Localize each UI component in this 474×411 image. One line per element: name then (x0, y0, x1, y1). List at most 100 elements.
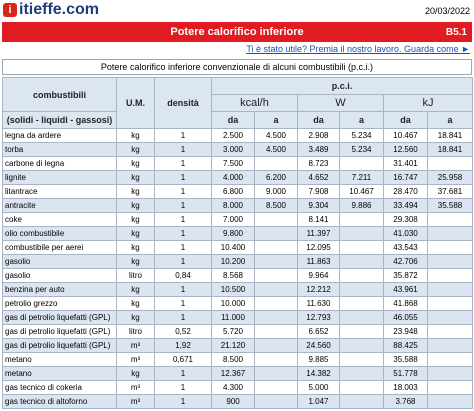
header-cell: a (339, 111, 384, 129)
table-cell: m³ (116, 338, 155, 353)
table-cell: 24.560 (297, 338, 340, 353)
table-cell: 9.800 (211, 226, 255, 241)
header-cell: U.M. (116, 77, 155, 129)
table-cell: legna da ardere (2, 128, 117, 143)
table-cell: 11.000 (211, 310, 255, 325)
table-cell: 9.885 (297, 352, 340, 367)
table-cell: 35.872 (383, 268, 428, 283)
header-cell: W (297, 94, 384, 112)
table-cell: gas tecnico di cokeria (2, 380, 117, 395)
table-cell: 8.500 (254, 198, 298, 213)
table-cell (426, 296, 474, 311)
table-cell: m³ (116, 352, 155, 367)
table-row: legna da ardere kg 1 2.500 4.500 2.908 5.234 10… (2, 128, 474, 143)
table-cell (339, 338, 384, 353)
table-cell (254, 394, 298, 409)
table-cell: kg (116, 240, 155, 255)
table-cell: 6.652 (297, 324, 340, 339)
table: combustibili U.M. densità p.c.i. kcal/h … (2, 77, 474, 409)
table-cell: coke (2, 212, 117, 227)
table-cell: 900 (211, 394, 255, 409)
table-cell: 1 (154, 366, 212, 381)
table-row: benzina per auto kg 1 10.500 12.212 43.961 (2, 282, 474, 297)
table-cell: 1 (154, 212, 212, 227)
table-cell (426, 366, 474, 381)
table-cell: kg (116, 282, 155, 297)
table-cell: 28.470 (383, 184, 428, 199)
table-cell (339, 324, 384, 339)
table-cell: 23.948 (383, 324, 428, 339)
table-cell: 42.706 (383, 254, 428, 269)
table-cell: gasolio (2, 254, 117, 269)
table-cell: 11.397 (297, 226, 340, 241)
table-cell: carbone di legna (2, 156, 117, 171)
table-cell: 6.800 (211, 184, 255, 199)
table-row: litantrace kg 1 6.800 9.000 7.908 10.467 28.470… (2, 184, 474, 199)
table-cell (339, 212, 384, 227)
table-cell: 51.778 (383, 366, 428, 381)
table-cell: kg (116, 226, 155, 241)
table-cell: 10.500 (211, 282, 255, 297)
table-cell: kg (116, 170, 155, 185)
table-cell (426, 352, 474, 367)
table-cell: 10.467 (383, 128, 428, 143)
table-cell: 12.095 (297, 240, 340, 255)
table-cell (339, 156, 384, 171)
table-cell: 1 (154, 310, 212, 325)
table-cell: 1 (154, 198, 212, 213)
table-cell (339, 240, 384, 255)
table-cell: 1 (154, 170, 212, 185)
table-cell: 11.863 (297, 254, 340, 269)
table-cell: 43.543 (383, 240, 428, 255)
table-cell: 4.500 (254, 142, 298, 157)
table-cell: 1.047 (297, 394, 340, 409)
table-cell: kg (116, 156, 155, 171)
table-cell: kg (116, 254, 155, 269)
table-cell: kg (116, 128, 155, 143)
table-cell (254, 254, 298, 269)
table-cell: kg (116, 184, 155, 199)
table-cell (254, 212, 298, 227)
table-row: lignite kg 1 4.000 6.200 4.652 7.211 16.747 25.9… (2, 170, 474, 185)
table-cell: 1 (154, 380, 212, 395)
table-cell: 2.908 (297, 128, 340, 143)
header-cell: a (254, 111, 298, 129)
table-cell: 3.000 (211, 142, 255, 157)
table-cell: 46.055 (383, 310, 428, 325)
support-link[interactable]: Ti è stato utile? Premia il nostro lavor… (246, 44, 470, 54)
header-cell: combustibili (2, 77, 117, 112)
logo[interactable]: itieffe.com (19, 1, 100, 18)
header-cell: kcal/h (211, 94, 298, 112)
table-cell (339, 366, 384, 381)
table-cell (426, 212, 474, 227)
table-cell: 12.560 (383, 142, 428, 157)
table-cell: 3.768 (383, 394, 428, 409)
table-cell (254, 366, 298, 381)
table-cell: 5.234 (339, 128, 384, 143)
header: i itieffe.com 20/03/2022 (0, 0, 474, 22)
table-cell: 10.400 (211, 240, 255, 255)
table-cell (426, 394, 474, 409)
table-cell (426, 226, 474, 241)
table-cell: 9.886 (339, 198, 384, 213)
table-cell: 9.304 (297, 198, 340, 213)
table-cell: kg (116, 310, 155, 325)
table-cell: 1 (154, 254, 212, 269)
table-cell: 21.120 (211, 338, 255, 353)
table-row: gas di petrolio liquefatti (GPL) m³ 1,92 21… (2, 338, 474, 353)
table-cell: 8.500 (211, 352, 255, 367)
table-cell: 7.908 (297, 184, 340, 199)
table-cell (339, 352, 384, 367)
table-cell: 8.141 (297, 212, 340, 227)
table-row: gas tecnico di cokeria m³ 1 4.300 5.000 18.00… (2, 380, 474, 395)
table-cell: litro (116, 324, 155, 339)
table-cell: 29.308 (383, 212, 428, 227)
table-cell (426, 268, 474, 283)
table-cell (254, 324, 298, 339)
table-cell: 0,52 (154, 324, 212, 339)
table-cell: 9.000 (254, 184, 298, 199)
table-cell: kg (116, 296, 155, 311)
header-cell: a (426, 111, 474, 129)
table-cell: metano (2, 352, 117, 367)
